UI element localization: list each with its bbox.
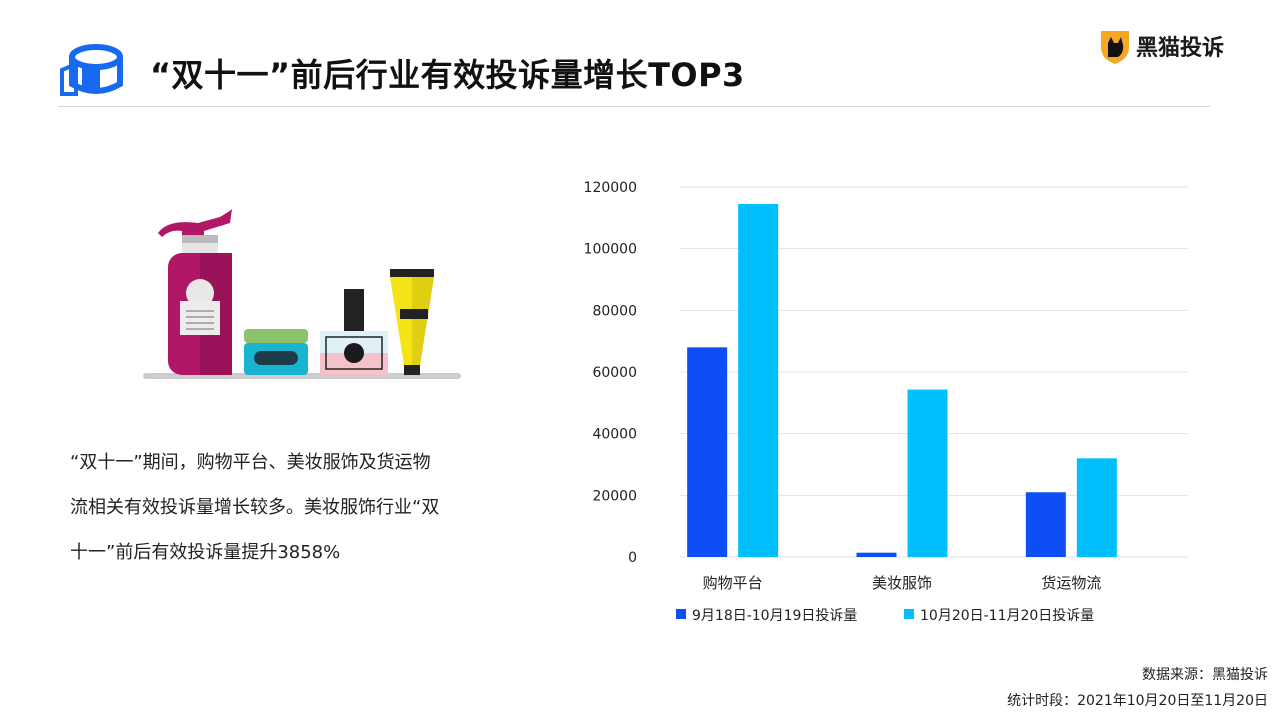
bar-2-2 <box>907 389 948 557</box>
black-cat-shield-icon <box>1101 31 1129 64</box>
description-line: 十一”前后有效投诉量提升3858% <box>70 542 341 563</box>
description-line: 流相关有效投诉量增长较多。美妆服饰行业“双 <box>70 497 440 518</box>
y-tick-label: 40000 <box>592 427 637 443</box>
box-chart-icon <box>60 44 123 96</box>
y-tick-label: 100000 <box>584 242 637 258</box>
brand-name: 黑猫投诉 <box>1136 36 1225 61</box>
header-divider <box>58 106 1210 107</box>
bar-1-1 <box>687 347 728 557</box>
legend-swatch <box>904 609 914 619</box>
cosmetics-products-icon <box>143 209 461 379</box>
x-category-label: 购物平台 <box>703 574 763 592</box>
brand-logo: 黑猫投诉 <box>1098 26 1224 66</box>
bar-1-3 <box>1025 492 1066 557</box>
x-category-label: 货运物流 <box>1041 574 1101 592</box>
y-tick-label: 60000 <box>592 365 637 381</box>
x-category-label: 美妆服饰 <box>872 574 932 592</box>
bar-1-2 <box>856 552 897 557</box>
description-line: “双十一”期间，购物平台、美妆服饰及货运物 <box>70 452 431 473</box>
y-tick-label: 120000 <box>584 180 637 196</box>
y-tick-label: 20000 <box>592 488 637 504</box>
legend-swatch <box>676 609 686 619</box>
bar-chart: 0 20000 40000 60000 80000 100000 120000 购物平台 美妆… <box>584 180 1188 624</box>
statistics-period: 统计时段：2021年10月20日至11月20日 <box>1007 693 1268 709</box>
legend-label: 10月20日-11月20日投诉量 <box>920 608 1094 624</box>
legend-label: 9月18日-10月19日投诉量 <box>692 608 857 624</box>
description-text: “双十一”期间，购物平台、美妆服饰及货运物 流相关有效投诉量增长较多。美妆服饰行… <box>70 440 520 575</box>
page-title: “双十一”前后行业有效投诉量增长TOP3 <box>150 56 745 94</box>
y-tick-label: 80000 <box>592 303 637 319</box>
bar-2-3 <box>1076 458 1117 557</box>
bar-2-1 <box>738 203 779 558</box>
y-tick-label: 0 <box>628 550 637 566</box>
data-source: 数据来源：黑猫投诉 <box>1142 667 1268 683</box>
